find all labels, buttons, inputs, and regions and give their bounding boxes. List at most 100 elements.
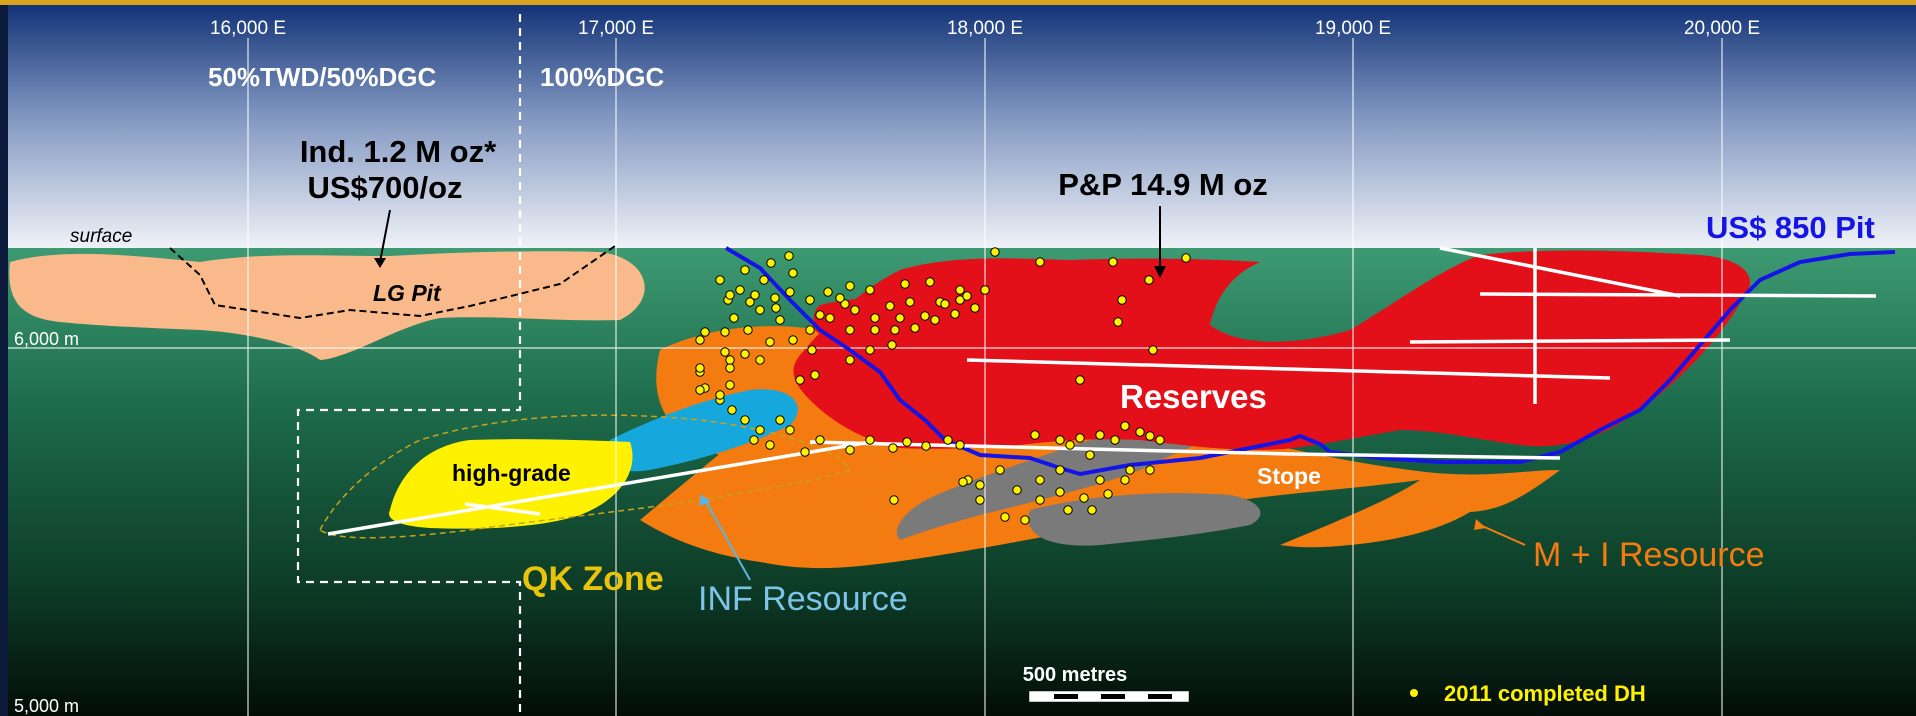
drillhole-point bbox=[740, 265, 750, 275]
drillhole-point bbox=[771, 303, 781, 313]
drillhole-point bbox=[725, 380, 735, 390]
scale-bar: 500 metres bbox=[1023, 664, 1189, 702]
lg-pit-outline bbox=[169, 243, 619, 320]
drillhole-point bbox=[695, 335, 705, 345]
ownership-west-label: 50%TWD/50%DGC bbox=[208, 62, 436, 92]
drillhole-point bbox=[845, 281, 855, 291]
drillhole-point bbox=[840, 299, 850, 309]
drillhole-point bbox=[1110, 435, 1120, 445]
drill-trace-east-3 bbox=[1409, 338, 1731, 344]
legend-drillhole-label: 2011 completed DH bbox=[1444, 681, 1646, 706]
drillhole-point bbox=[1087, 505, 1097, 515]
drillhole-point bbox=[955, 285, 965, 295]
scale-bar-seg-2 bbox=[1101, 694, 1125, 699]
easting-label-16000: 16,000 E bbox=[210, 18, 286, 39]
drillhole-point bbox=[1117, 295, 1127, 305]
drillhole-point bbox=[1035, 257, 1045, 267]
drillhole-point bbox=[835, 293, 845, 303]
drillhole-point bbox=[695, 363, 705, 373]
drillhole-point bbox=[743, 325, 753, 335]
drillhole-point bbox=[720, 327, 730, 337]
drillhole-point bbox=[759, 275, 769, 285]
drillhole-point bbox=[1135, 427, 1145, 437]
drillhole-point bbox=[1120, 421, 1130, 431]
mi-arrow-line bbox=[1479, 524, 1526, 546]
drillhole-point bbox=[1035, 495, 1045, 505]
drillhole-point bbox=[1181, 253, 1191, 263]
scale-bar-label: 500 metres bbox=[1023, 664, 1128, 686]
drillhole-point bbox=[975, 480, 985, 490]
drillhole-point bbox=[745, 297, 755, 307]
drillhole-point bbox=[845, 355, 855, 365]
drillhole-point bbox=[900, 279, 910, 289]
drillhole-point bbox=[1035, 475, 1045, 485]
inf-arrow-head bbox=[699, 494, 711, 506]
drillhole-point bbox=[1144, 275, 1154, 285]
drillhole-point bbox=[1079, 493, 1089, 503]
reserves-shell bbox=[793, 250, 1750, 450]
drillhole-point bbox=[749, 435, 759, 445]
drill-trace-lower bbox=[809, 440, 1291, 456]
drillhole-points bbox=[695, 247, 1191, 525]
drillhole-point bbox=[1085, 450, 1095, 460]
drillhole-point bbox=[785, 425, 795, 435]
lg-pit-shell bbox=[9, 251, 645, 360]
drillhole-point bbox=[1055, 435, 1065, 445]
drillhole-point bbox=[1075, 375, 1085, 385]
drillhole-point bbox=[765, 337, 775, 347]
pit-shell-line bbox=[724, 246, 1896, 477]
drillhole-point bbox=[950, 309, 960, 319]
indicated-callout-line1: Ind. 1.2 M oz* bbox=[300, 134, 497, 169]
qk-zone-envelope bbox=[319, 414, 852, 539]
drillhole-point bbox=[755, 355, 765, 365]
drillhole-point bbox=[888, 443, 898, 453]
drill-trace-east-1 bbox=[1439, 246, 1681, 298]
pit-callout: US$ 850 Pit bbox=[1706, 210, 1875, 245]
pp-arrow-head bbox=[1154, 266, 1166, 278]
drillhole-point bbox=[895, 313, 905, 323]
easting-label-20000: 20,000 E bbox=[1684, 18, 1760, 39]
drillhole-point bbox=[788, 268, 798, 278]
indicated-arrow-line bbox=[379, 209, 391, 263]
drillhole-point bbox=[1095, 475, 1105, 485]
legend-drillhole-marker bbox=[1410, 689, 1418, 697]
drill-trace-qk bbox=[327, 440, 871, 536]
drillhole-point bbox=[695, 385, 705, 395]
sky-background bbox=[8, 5, 1916, 250]
drillhole-point bbox=[1113, 317, 1123, 327]
drill-trace-lower-east bbox=[1289, 452, 1561, 460]
stope-label: Stope bbox=[1257, 463, 1321, 489]
drillhole-point bbox=[788, 335, 798, 345]
qk-zone-label: QK Zone bbox=[522, 560, 664, 598]
drillhole-point bbox=[700, 327, 710, 337]
drillhole-point bbox=[775, 415, 785, 425]
inf-resource-label: INF Resource bbox=[698, 580, 908, 618]
drillhole-point bbox=[870, 313, 880, 323]
drillhole-point bbox=[845, 325, 855, 335]
drillhole-point bbox=[980, 285, 990, 295]
drillhole-point bbox=[970, 303, 980, 313]
mi-arrow-head bbox=[1474, 519, 1486, 530]
mi-resource-lower-west bbox=[829, 479, 960, 560]
drillhole-point bbox=[975, 495, 985, 505]
indicated-arrow-head bbox=[374, 258, 386, 268]
drillhole-point bbox=[1065, 440, 1075, 450]
drillhole-point bbox=[1020, 515, 1030, 525]
drillhole-point bbox=[1063, 505, 1073, 515]
drillhole-point bbox=[1095, 430, 1105, 440]
top-accent-stripe bbox=[0, 0, 1916, 5]
drill-trace-qk-branch bbox=[464, 502, 541, 516]
drillhole-point bbox=[1155, 435, 1165, 445]
drillhole-point bbox=[885, 301, 895, 311]
drillhole-point bbox=[825, 313, 835, 323]
drillhole-point bbox=[770, 293, 780, 303]
drillhole-point bbox=[1075, 433, 1085, 443]
drillhole-point bbox=[955, 295, 965, 305]
drillhole-point bbox=[1055, 465, 1065, 475]
drillhole-point bbox=[725, 363, 735, 373]
drill-trace-east-2 bbox=[1479, 292, 1877, 298]
easting-label-18000: 18,000 E bbox=[947, 18, 1023, 39]
ownership-boundary bbox=[296, 14, 522, 716]
drillhole-point bbox=[902, 437, 912, 447]
